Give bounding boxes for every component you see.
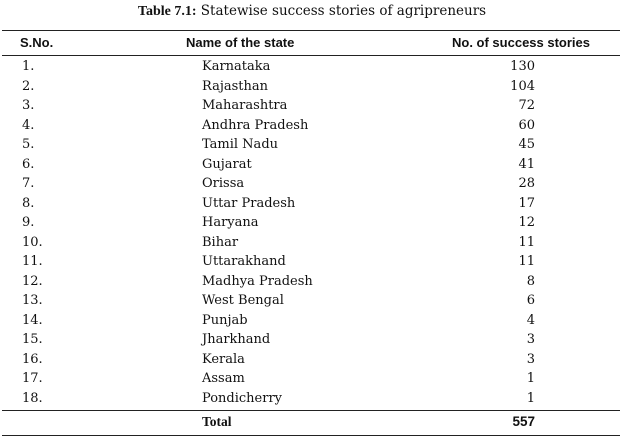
row-state: Tamil Nadu	[202, 137, 279, 152]
table-row: 9. Haryana 12	[0, 213, 624, 233]
row-state: Madhya Pradesh	[202, 273, 313, 289]
row-count: 12	[518, 215, 535, 230]
row-count: 17	[518, 195, 535, 211]
row-state: Pondicherry	[202, 390, 283, 406]
total-label: Total	[202, 414, 232, 429]
row-sno: 15.	[22, 332, 43, 347]
row-count: 1	[526, 371, 535, 386]
table-row: 6. Gujarat 41	[0, 155, 624, 175]
caption-label: Table 7.1:	[137, 4, 197, 19]
table-row: 12. Madhya Pradesh 8	[0, 272, 624, 292]
table-body: 1. Karnataka 130 2. Rajasthan 104 3. Maharashtr…	[0, 57, 624, 408]
row-state: Assam	[202, 371, 245, 386]
row-state: Haryana	[202, 215, 259, 230]
row-count: 45	[518, 137, 535, 152]
table-row: 2. Rajasthan 104	[0, 77, 624, 97]
row-sno: 16.	[22, 351, 43, 367]
header-state: Name of the state	[186, 35, 295, 50]
row-state: Jharkhand	[202, 332, 271, 347]
row-sno: 5.	[22, 137, 35, 152]
table-row: 4. Andhra Pradesh 60	[0, 116, 624, 136]
total-top-rule	[2, 410, 620, 411]
row-state: Karnataka	[202, 59, 271, 74]
row-count: 104	[510, 78, 535, 94]
row-state: Kerala	[202, 351, 245, 367]
table-row: 5. Tamil Nadu 45	[0, 135, 624, 155]
row-state: Andhra Pradesh	[202, 117, 309, 133]
row-state: Rajasthan	[202, 78, 269, 94]
table-caption: Table 7.1: Statewise success stories of …	[0, 2, 624, 21]
table-row: 8. Uttar Pradesh 17	[0, 194, 624, 214]
row-sno: 8.	[22, 195, 35, 211]
table-row: 18. Pondicherry 1	[0, 389, 624, 409]
table-row: 14. Punjab 4	[0, 311, 624, 331]
table-row: 3. Maharashtra 72	[0, 96, 624, 116]
row-state: Uttar Pradesh	[202, 195, 296, 211]
row-sno: 1.	[22, 59, 35, 74]
row-sno: 11.	[22, 254, 43, 269]
table-header: S.No. Name of the state No. of success s…	[0, 32, 624, 54]
row-count: 4	[526, 312, 535, 328]
row-count: 28	[518, 176, 535, 191]
table-row: 17. Assam 1	[0, 369, 624, 389]
row-count: 11	[518, 254, 535, 269]
row-count: 41	[518, 156, 535, 172]
row-count: 60	[518, 117, 535, 133]
table-row: 7. Orissa 28	[0, 174, 624, 194]
row-state: Uttarakhand	[202, 254, 286, 269]
row-state: West Bengal	[202, 293, 284, 308]
table-row: 1. Karnataka 130	[0, 57, 624, 77]
table-row: 10. Bihar 11	[0, 233, 624, 253]
row-count: 1	[526, 390, 535, 406]
row-sno: 2.	[22, 78, 35, 94]
header-rule	[2, 55, 620, 56]
bottom-rule	[2, 435, 620, 436]
header-sno: S.No.	[20, 35, 54, 50]
row-count: 8	[526, 273, 535, 289]
row-sno: 17.	[22, 371, 43, 386]
row-sno: 13.	[22, 293, 43, 308]
row-count: 11	[518, 234, 535, 250]
row-sno: 9.	[22, 215, 35, 230]
top-rule	[2, 30, 620, 31]
row-sno: 12.	[22, 273, 43, 289]
row-sno: 10.	[22, 234, 43, 250]
row-state: Orissa	[202, 176, 245, 191]
row-state: Gujarat	[202, 156, 252, 172]
row-count: 6	[526, 293, 535, 308]
table-row: 15. Jharkhand 3	[0, 330, 624, 350]
row-sno: 7.	[22, 176, 35, 191]
header-count: No. of success stories	[452, 35, 590, 50]
row-sno: 6.	[22, 156, 35, 172]
total-row: Total 557	[0, 412, 624, 432]
row-sno: 18.	[22, 390, 43, 406]
row-sno: 3.	[22, 98, 35, 113]
row-state: Bihar	[202, 234, 239, 250]
row-sno: 14.	[22, 312, 43, 328]
row-count: 3	[526, 332, 535, 347]
row-sno: 4.	[22, 117, 35, 133]
row-count: 72	[518, 98, 535, 113]
caption-text: Statewise success stories of agripreneur…	[196, 3, 487, 19]
row-count: 130	[510, 59, 535, 74]
row-count: 3	[526, 351, 535, 367]
table-row: 11. Uttarakhand 11	[0, 252, 624, 272]
row-state: Punjab	[202, 312, 248, 328]
row-state: Maharashtra	[202, 98, 288, 113]
table-row: 16. Kerala 3	[0, 350, 624, 370]
total-value: 557	[512, 414, 535, 429]
table-row: 13. West Bengal 6	[0, 291, 624, 311]
